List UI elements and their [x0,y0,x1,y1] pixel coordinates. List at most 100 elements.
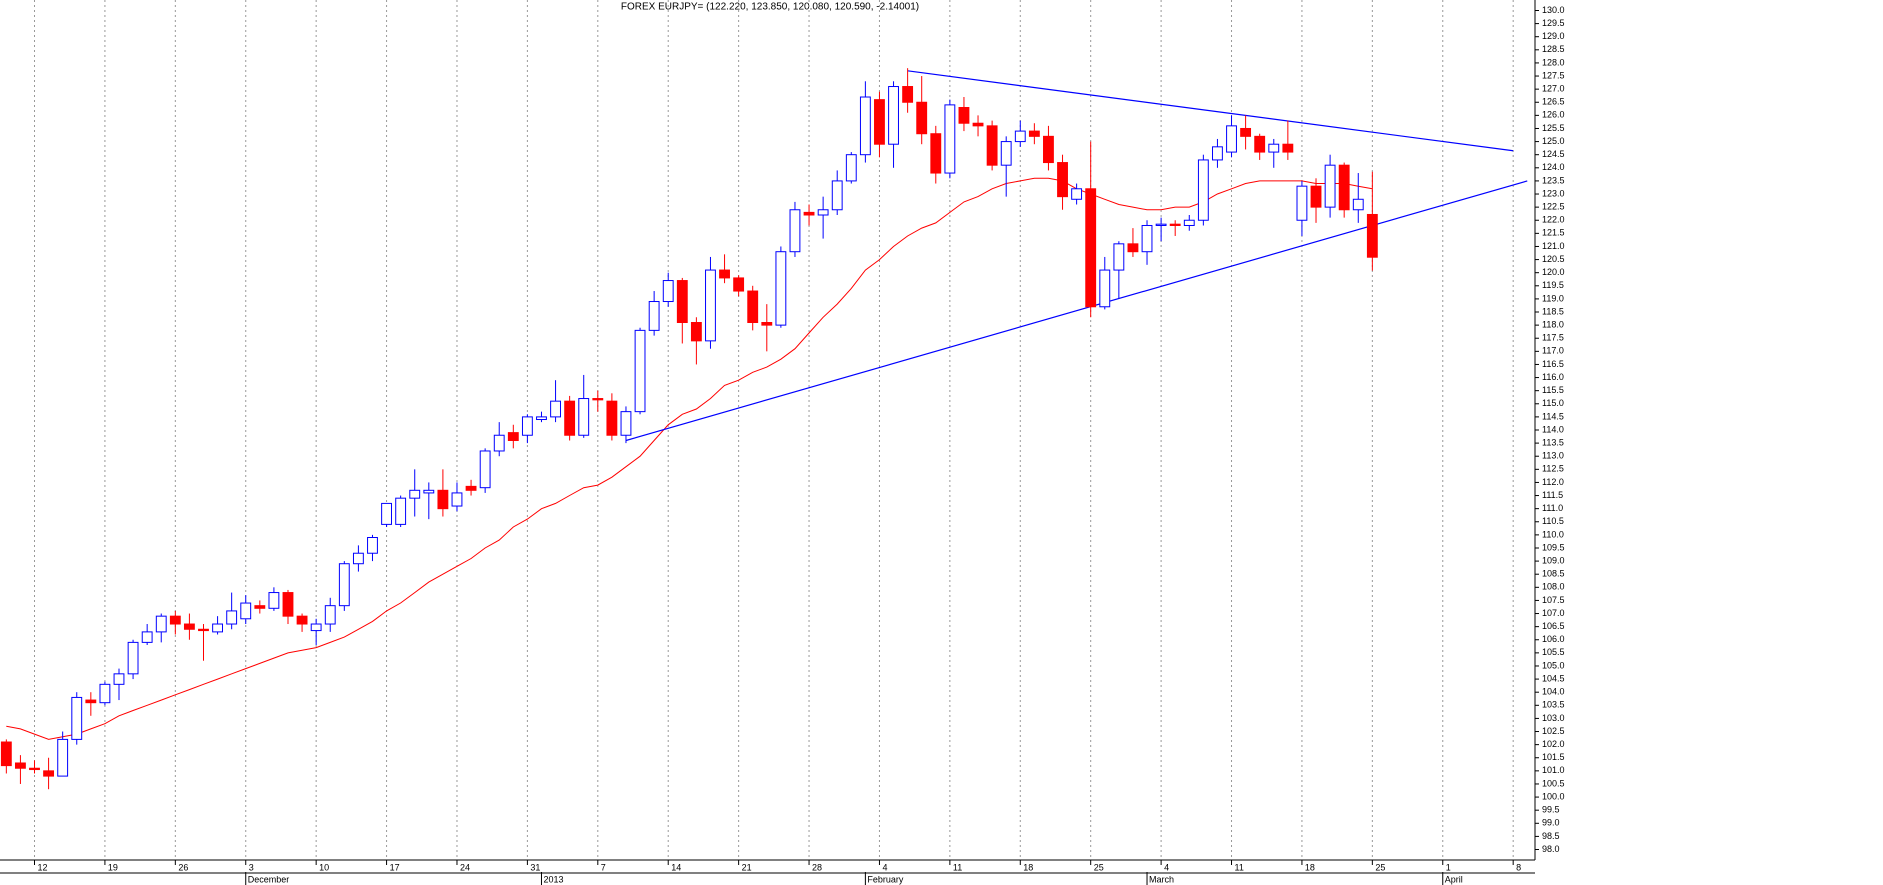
candle-body [1028,130,1040,137]
candle-body [578,398,590,436]
candle-body [662,280,674,303]
candle-body [127,641,139,675]
candle-body [521,416,533,436]
candle-body [1071,188,1083,200]
candle-body [803,211,815,216]
candle-body [310,623,322,632]
candle-body [1296,185,1308,221]
candle-body [986,125,998,166]
y-tick-label: 115.0 [1542,398,1564,408]
candle-body [705,269,716,342]
candle-body [902,86,914,103]
y-tick-label: 107.5 [1542,595,1565,605]
candle-body [465,485,477,491]
candle-body [437,489,449,510]
trendline [625,180,1528,442]
candle-body [85,699,97,704]
y-tick-label: 125.0 [1542,136,1565,146]
candle-body [1254,135,1266,153]
candle-body [676,280,688,323]
candle-body [733,277,745,292]
candle-body [1324,164,1336,208]
candle-body [592,398,604,401]
y-tick-label: 128.5 [1542,44,1565,54]
y-tick-label: 105.5 [1542,647,1565,657]
candle-body [620,411,632,436]
y-tick-label: 101.0 [1542,765,1565,775]
y-tick-label: 119.0 [1542,293,1564,303]
candle-body [930,133,942,174]
candle-body [1085,188,1097,308]
candle-body [1352,198,1364,211]
y-tick-label: 114.0 [1542,424,1564,434]
candle-body [944,104,956,174]
x-tick-label: 8 [1516,862,1521,872]
candle-body [1366,213,1378,258]
candle-body [296,615,308,625]
candle-body [789,209,801,253]
candle-body [1310,185,1322,208]
candle-body [198,628,209,632]
y-tick-label: 117.0 [1542,346,1564,356]
y-tick-label: 120.5 [1542,254,1565,264]
x-tick-label: 4 [1164,862,1169,872]
y-tick-label: 116.5 [1542,359,1564,369]
candle-body [1099,269,1111,308]
y-tick-label: 105.0 [1542,660,1565,670]
y-tick-label: 98.5 [1542,831,1560,841]
candle-body [507,432,519,441]
candle-body [226,610,238,625]
candle-body [1169,223,1181,226]
month-label: April [1445,874,1463,884]
y-tick-label: 110.0 [1542,529,1564,539]
candle-body [409,489,421,499]
y-tick-label: 99.5 [1542,805,1560,815]
y-tick-label: 113.5 [1542,437,1564,447]
x-tick-label: 31 [530,862,540,872]
y-tick-label: 114.5 [1542,411,1564,421]
candle-body [775,251,787,326]
y-tick-label: 120.0 [1542,267,1565,277]
y-tick-label: 121.5 [1542,228,1565,238]
candle-body [71,696,83,740]
candle-body [958,107,970,124]
candle-body [761,322,773,326]
candle-body [874,99,885,145]
candle-body [1183,219,1195,226]
x-tick-label: 10 [319,862,329,872]
candle-body [719,269,730,279]
candle-body [972,122,984,127]
candle-body [1155,223,1167,226]
y-tick-label: 122.5 [1542,202,1565,212]
candle-body [1141,224,1153,253]
candle-body [183,623,195,630]
y-tick-label: 100.0 [1542,791,1565,801]
y-tick-label: 106.0 [1542,634,1565,644]
x-tick-label: 3 [249,862,254,872]
x-tick-label: 28 [812,862,822,872]
y-tick-label: 110.5 [1542,516,1564,526]
y-tick-label: 106.5 [1542,621,1565,631]
candle-body [845,154,857,182]
candle-body [916,101,928,135]
candle-body [1014,130,1026,143]
candle-body [1000,141,1012,166]
x-tick-label: 26 [178,862,188,872]
y-tick-label: 128.0 [1542,57,1565,67]
y-tick-label: 129.5 [1542,18,1565,28]
y-tick-label: 102.0 [1542,739,1565,749]
candle-body [1282,143,1294,153]
candle-body [14,762,26,769]
month-label: March [1149,874,1174,884]
candle-body [1212,146,1223,161]
candle-body [0,741,12,767]
y-tick-label: 117.5 [1542,333,1564,343]
candle-body [240,602,252,620]
y-tick-label: 112.5 [1542,464,1564,474]
candle-body [550,400,561,418]
x-tick-label: 14 [671,862,681,872]
y-tick-label: 123.5 [1542,175,1565,185]
candle-body [831,180,843,211]
candle-body [1268,143,1280,153]
